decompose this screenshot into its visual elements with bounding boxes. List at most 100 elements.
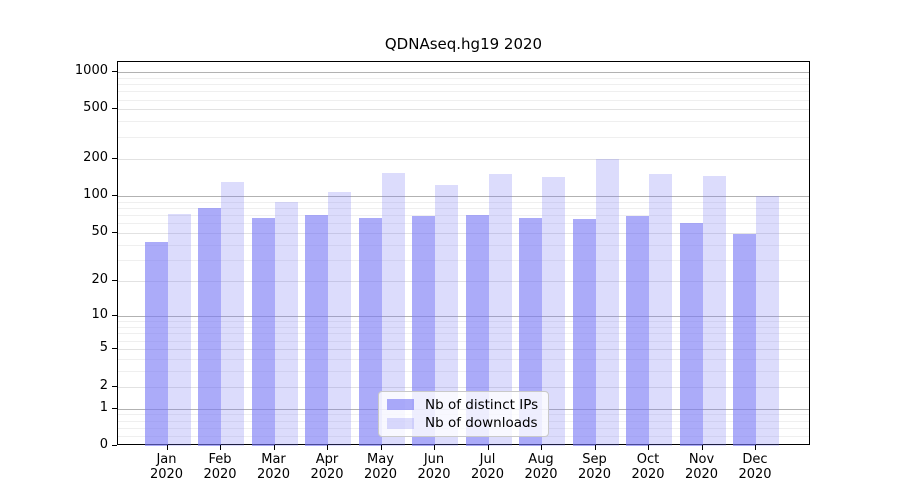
bar-nov-distinct-ips [679, 223, 703, 446]
bar-aug-downloads [542, 177, 565, 446]
bar-mar-downloads [274, 202, 298, 446]
gridline-2 [118, 386, 809, 388]
y-tick-mark-500 [112, 108, 117, 110]
x-tick-label-sep: Sep 2020 [568, 452, 622, 482]
x-tick-label-mar: Mar 2020 [247, 452, 301, 482]
bar-may-distinct-ips [358, 218, 382, 446]
bar-oct-distinct-ips [626, 215, 649, 446]
bar-oct-downloads [649, 173, 672, 446]
x-tick-label-year: 2020 [256, 467, 291, 482]
gridline-minor [118, 327, 809, 328]
gridline-minor [118, 244, 809, 246]
x-tick-label-feb: Feb 2020 [193, 452, 247, 482]
x-tick-label-year: 2020 [631, 467, 665, 482]
bar-apr-distinct-ips [305, 215, 328, 446]
gridline-100 [118, 196, 809, 198]
gridline-20 [118, 281, 809, 283]
gridline-minor [118, 99, 809, 101]
y-tick-mark-50 [112, 232, 117, 234]
y-tick-mark-200 [112, 157, 117, 159]
gridline-minor [118, 91, 809, 93]
y-tick-mark-100 [112, 195, 117, 197]
x-tick-label-jul: Jul 2020 [461, 452, 515, 482]
x-tick-mark-oct [648, 445, 649, 450]
plot-area [117, 61, 810, 446]
legend-swatch-distinct-ips [387, 399, 414, 411]
bar-feb-downloads [221, 182, 244, 446]
bar-feb-distinct-ips [198, 208, 221, 446]
bar-jul-downloads [488, 174, 512, 446]
bar-nov-downloads [702, 176, 726, 446]
x-tick-mark-dec [755, 445, 756, 450]
x-tick-label-oct: Oct 2020 [621, 452, 675, 482]
x-tick-label-nov: Nov 2020 [675, 452, 729, 482]
bar-may-downloads [381, 172, 405, 446]
bar-dec-downloads [756, 196, 779, 446]
x-tick-label-year: 2020 [577, 467, 612, 482]
x-tick-mark-feb [220, 445, 221, 450]
gridline-200 [118, 158, 809, 160]
x-tick-label-year: 2020 [470, 467, 505, 482]
bar-jan-downloads [167, 214, 191, 446]
y-tick-label-5: 5 [99, 340, 108, 355]
x-tick-label-year: 2020 [149, 467, 184, 482]
y-tick-label-500: 500 [83, 100, 108, 116]
x-tick-mark-aug [541, 445, 542, 450]
y-tick-mark-20 [112, 280, 117, 282]
x-tick-label-jun: Jun 2020 [407, 452, 461, 482]
legend: Nb of distinct IPs Nb of downloads [378, 391, 549, 437]
gridline-minor [118, 215, 809, 217]
bar-sep-downloads [595, 158, 619, 446]
x-tick-label-year: 2020 [417, 467, 451, 482]
x-tick-mark-jan [166, 445, 168, 450]
gridline-50 [118, 233, 809, 235]
x-tick-label-apr: Apr 2020 [300, 452, 354, 482]
y-tick-label-10: 10 [91, 307, 108, 323]
x-tick-mark-nov [701, 445, 703, 450]
x-tick-label-jan: Jan 2020 [140, 452, 194, 482]
gridline-minor [118, 77, 809, 79]
x-tick-label-year: 2020 [203, 467, 237, 482]
x-tick-mark-jul [487, 445, 489, 450]
gridline-minor [118, 201, 809, 203]
x-tick-label-dec: Dec 2020 [728, 452, 782, 482]
gridline-minor [118, 208, 809, 209]
y-tick-mark-5 [112, 348, 117, 349]
bar-dec-distinct-ips [733, 234, 756, 446]
x-tick-label-year: 2020 [684, 467, 719, 482]
gridline-minor [118, 321, 809, 323]
bar-jul-distinct-ips [465, 215, 489, 446]
y-tick-label-1: 1 [99, 399, 108, 415]
legend-label-distinct-ips: Nb of distinct IPs [425, 396, 539, 413]
bar-sep-distinct-ips [572, 219, 596, 446]
gridline-500 [118, 109, 809, 111]
gridline-minor [118, 121, 809, 123]
y-tick-mark-2 [112, 385, 117, 387]
x-tick-mark-mar [273, 445, 275, 450]
y-tick-label-2: 2 [99, 377, 108, 393]
gridline-minor [118, 136, 809, 138]
x-tick-mark-may [380, 445, 382, 450]
x-tick-label-year: 2020 [363, 467, 398, 482]
x-tick-mark-jun [434, 445, 435, 450]
legend-row-distinct-ips: Nb of distinct IPs [387, 397, 540, 413]
legend-row-downloads: Nb of downloads [387, 415, 540, 431]
bar-jun-downloads [435, 184, 458, 446]
x-tick-label-year: 2020 [738, 467, 772, 482]
x-tick-mark-sep [594, 445, 596, 450]
x-tick-label-may: May 2020 [354, 452, 408, 482]
x-tick-mark-apr [327, 445, 328, 450]
bar-aug-distinct-ips [519, 217, 542, 446]
bar-mar-distinct-ips [251, 218, 275, 446]
gridline-minor [118, 333, 809, 335]
bar-jun-distinct-ips [412, 215, 435, 446]
legend-swatch-downloads [387, 417, 414, 429]
x-tick-label-year: 2020 [310, 467, 344, 482]
y-tick-mark-1000 [112, 70, 117, 72]
gridline-5 [118, 349, 809, 350]
y-tick-label-20: 20 [91, 272, 108, 288]
y-tick-mark-0 [112, 445, 117, 446]
gridline-1000 [118, 71, 809, 73]
y-tick-label-200: 200 [83, 149, 108, 165]
